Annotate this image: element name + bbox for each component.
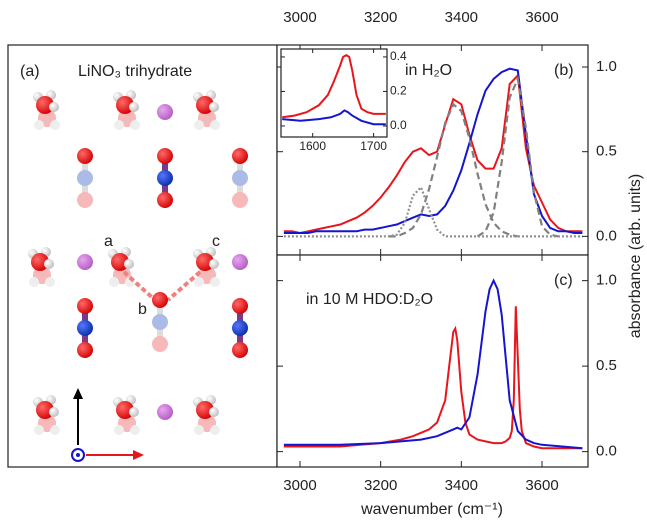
panel-label: (c) [554,272,573,289]
x-tick-label: 3400 [445,9,478,26]
y-tick-label: 1.0 [596,58,617,75]
x-tick-label: 3600 [525,9,558,26]
plots: 3000 3200 3400 3600 0.0 0.5 1.0 (b) in H₂O absorb… [276,9,644,518]
spectrum [388,102,519,238]
y-tick-label: 1.0 [596,272,617,289]
x-axis-label: wavenumber (cm⁻¹) [360,501,503,518]
x-tick-label: 1700 [360,139,387,153]
y-axis-label: absorbance (arb. units) [627,174,644,339]
spectrum [283,306,583,450]
plot-area [276,254,589,468]
atom-label: b [138,301,147,318]
atom-label: c [212,233,220,250]
x-tick-label: 3000 [283,477,316,494]
y-tick-label: 0.0 [390,118,407,132]
x-tick-label: 3400 [445,477,478,494]
y-tick-label: 0.5 [596,357,617,374]
y-tick-label: 0.2 [390,84,407,98]
structure-title: LiNO₃ trihydrate [78,63,192,80]
panel-label: (b) [554,62,574,79]
y-tick-label: 0.0 [596,443,617,460]
x-tick-label: 1600 [299,139,326,153]
spectrum [476,75,559,238]
spectrum [282,54,386,119]
x-tick-label: 3200 [364,477,397,494]
spectrum [283,185,583,238]
y-tick-label: 0.4 [390,49,407,63]
spectrum [283,67,583,234]
annotation: in 10 M HDO:D₂O [306,291,433,308]
y-tick-label: 0.0 [596,227,617,244]
atom-label: a [104,233,113,250]
x-tick-label: 3600 [525,477,558,494]
annotation: in H₂O [405,62,452,79]
panel-label: (a) [20,63,40,80]
x-tick-label: 3000 [283,9,316,26]
spectrum [283,278,583,450]
y-tick-label: 0.5 [596,143,617,160]
structure-drawing [28,90,248,462]
x-tick-label: 3200 [364,9,397,26]
spectrum [282,109,386,126]
